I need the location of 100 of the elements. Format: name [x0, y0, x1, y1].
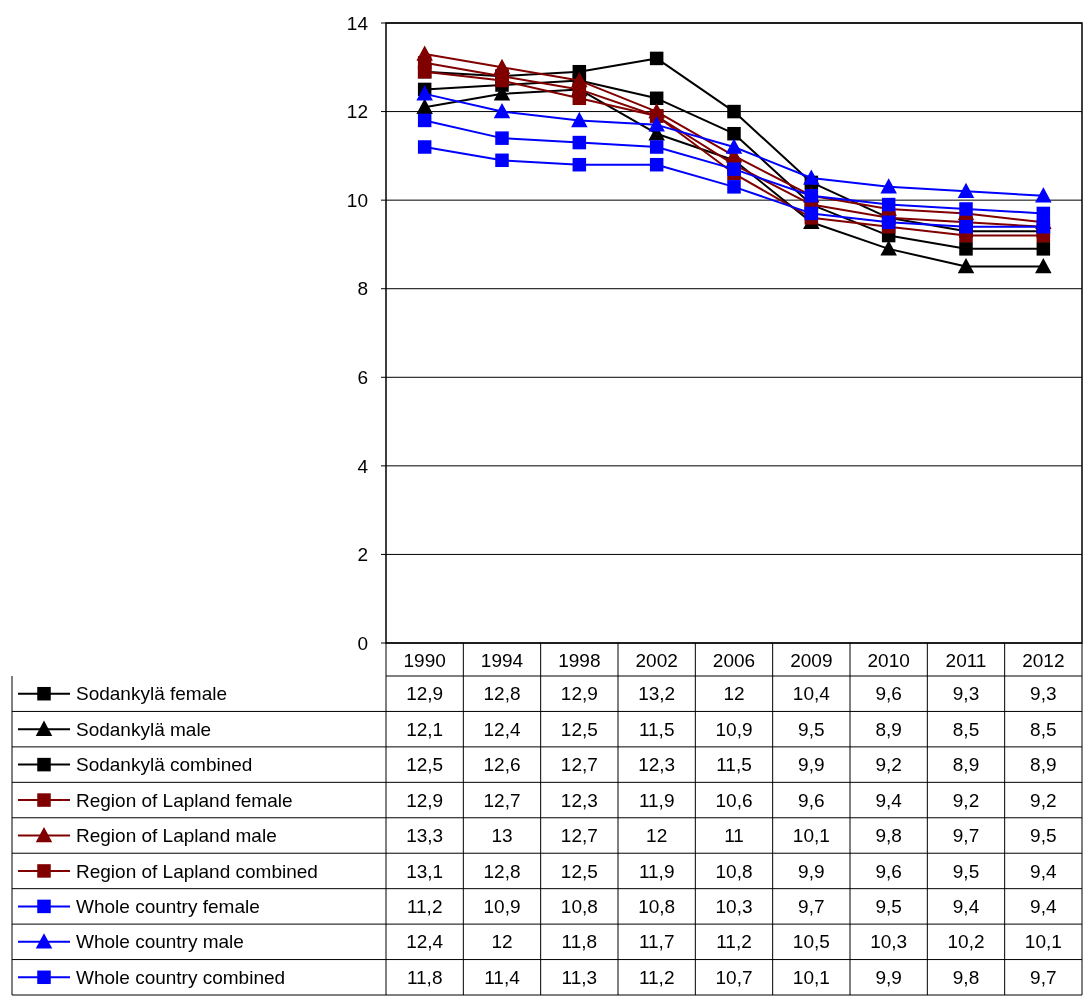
data-label: 8,5 [952, 718, 980, 740]
data-label: 10,3 [715, 896, 753, 918]
legend-label: Whole country combined [76, 966, 286, 988]
data-label: 13,1 [406, 860, 444, 882]
data-label: 10,7 [715, 966, 753, 988]
data-label: 12,1 [406, 718, 444, 740]
data-label: 10,8 [638, 896, 676, 918]
data-label: 9,2 [952, 789, 980, 811]
data-label: 10,5 [792, 931, 830, 953]
data-label: 9,6 [875, 860, 902, 882]
data-label: 8,9 [952, 754, 980, 776]
data-label: 13 [491, 825, 513, 847]
y-tick-label: 2 [357, 544, 368, 566]
y-tick-label: 14 [346, 12, 369, 34]
data-label: 10,2 [947, 931, 985, 953]
y-tick-label: 6 [357, 366, 368, 388]
data-label: 12,5 [406, 754, 444, 776]
data-label: 12 [646, 825, 668, 847]
x-tick-label: 2006 [712, 650, 756, 672]
legend-label: Sodankylä female [76, 683, 228, 705]
data-label: 9,3 [1030, 683, 1057, 705]
y-tick-label: 0 [357, 632, 368, 654]
data-label: 11,4 [484, 966, 521, 988]
x-tick-label: 1994 [480, 650, 524, 672]
data-label: 12,8 [483, 683, 521, 705]
data-label: 9,3 [952, 683, 980, 705]
data-label: 13,3 [406, 825, 444, 847]
data-label: 11,8 [561, 931, 598, 953]
data-label: 9,4 [875, 789, 903, 811]
data-label: 11,9 [638, 860, 675, 882]
data-label: 9,7 [798, 896, 825, 918]
x-tick-label: 1998 [558, 650, 601, 672]
data-label: 12,4 [483, 718, 521, 740]
legend-label: Region of Lapland female [76, 789, 293, 811]
data-label: 10,9 [715, 718, 753, 740]
data-label: 9,5 [875, 896, 902, 918]
legend-label: Whole country female [76, 896, 260, 918]
data-label: 12,8 [483, 860, 521, 882]
data-label: 10,6 [715, 789, 753, 811]
data-label: 9,2 [1030, 789, 1057, 811]
data-label: 10,9 [483, 896, 521, 918]
data-label: 9,5 [952, 860, 980, 882]
y-tick-label: 10 [346, 189, 368, 211]
data-label: 11,3 [561, 966, 598, 988]
y-tick-label: 4 [357, 455, 369, 477]
data-label: 10,1 [1024, 931, 1062, 953]
y-tick-label: 12 [346, 101, 368, 123]
data-label: 13,2 [638, 683, 676, 705]
x-tick-label: 2010 [867, 650, 910, 672]
data-label: 11,2 [638, 966, 675, 988]
legend-label: Sodankylä combined [76, 754, 253, 776]
data-label: 9,5 [1030, 825, 1057, 847]
data-label: 12,7 [560, 825, 598, 847]
data-label: 12,9 [406, 683, 444, 705]
data-label: 9,2 [875, 754, 902, 776]
data-label: 9,7 [1030, 966, 1057, 988]
data-label: 12,3 [638, 754, 676, 776]
data-label: 11,2 [406, 896, 443, 918]
data-label: 12,9 [560, 683, 598, 705]
data-label: 9,4 [1030, 896, 1057, 918]
data-label: 12,7 [483, 789, 521, 811]
data-label: 11,9 [638, 789, 675, 811]
x-tick-label: 1990 [403, 650, 446, 672]
x-tick-label: 2011 [945, 650, 987, 672]
data-label: 9,4 [952, 896, 980, 918]
data-label: 11,2 [716, 931, 752, 953]
data-label: 12,3 [560, 789, 598, 811]
data-label: 11,5 [716, 754, 752, 776]
data-label: 9,4 [1030, 860, 1057, 882]
data-label: 10,4 [792, 683, 831, 705]
data-label: 11,7 [638, 931, 675, 953]
data-label: 12 [491, 931, 513, 953]
data-label: 12,4 [406, 931, 444, 953]
x-tick-label: 2002 [635, 650, 678, 672]
data-label: 9,6 [798, 789, 825, 811]
data-label: 8,9 [875, 718, 902, 740]
data-label: 9,9 [798, 754, 825, 776]
data-label: 12 [723, 683, 745, 705]
data-label: 8,9 [1030, 754, 1057, 776]
data-label: 10,1 [792, 966, 830, 988]
data-label: 12,5 [560, 718, 598, 740]
data-label: 10,8 [715, 860, 753, 882]
data-label: 11,8 [406, 966, 443, 988]
data-label: 12,5 [560, 860, 598, 882]
data-label: 11,5 [638, 718, 675, 740]
legend-label: Region of Lapland combined [76, 860, 318, 882]
data-label: 12,7 [560, 754, 598, 776]
data-label: 9,8 [952, 966, 980, 988]
data-label: 9,8 [875, 825, 902, 847]
data-label: 9,6 [875, 683, 902, 705]
data-label: 10,8 [560, 896, 598, 918]
legend-label: Whole country male [76, 931, 244, 953]
legend-label: Sodankylä male [76, 718, 212, 740]
data-label: 9,5 [798, 718, 825, 740]
data-label: 10,1 [792, 825, 830, 847]
data-label: 12,6 [483, 754, 521, 776]
data-label: 9,7 [952, 825, 980, 847]
data-label: 8,5 [1030, 718, 1057, 740]
legend-label: Region of Lapland male [76, 825, 277, 847]
x-tick-label: 2009 [790, 650, 833, 672]
